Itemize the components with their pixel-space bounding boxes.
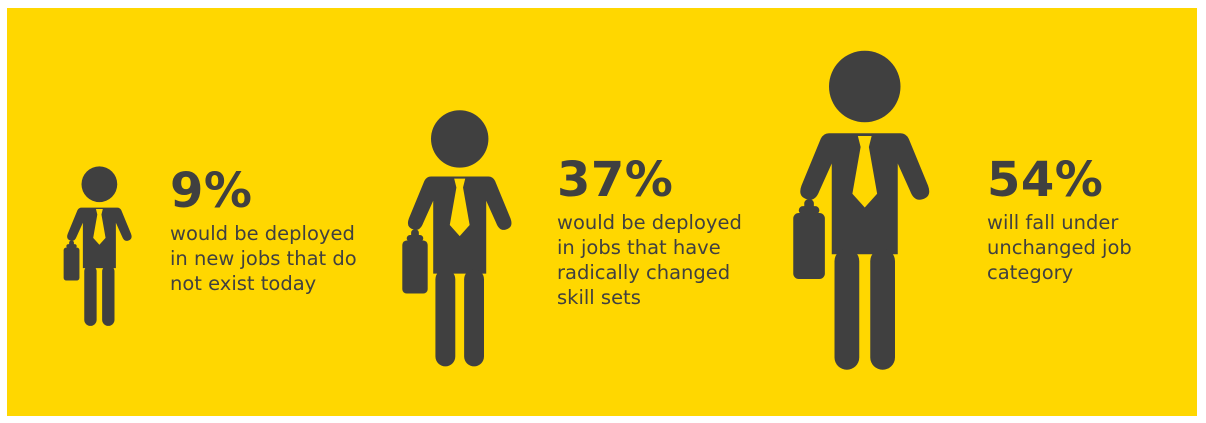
businessman-medium-icon bbox=[402, 110, 512, 367]
infographic-panel: 9% would be deployed in new jobs that do… bbox=[7, 8, 1197, 416]
stat-percent-3: 54% bbox=[987, 152, 1104, 208]
stat-block-2: 37% would be deployed in jobs that have … bbox=[557, 156, 742, 310]
stat-block-1: 9% would be deployed in new jobs that do… bbox=[170, 167, 357, 296]
businessman-small-icon bbox=[63, 166, 132, 326]
stat-description-2: would be deployed in jobs that have radi… bbox=[557, 211, 742, 309]
stat-description-3: will fall under unchanged job category bbox=[987, 211, 1132, 284]
stat-block-3: 54% will fall under unchanged job catego… bbox=[987, 156, 1132, 285]
stat-description-1: would be deployed in new jobs that do no… bbox=[170, 222, 357, 295]
stat-percent-2: 37% bbox=[557, 152, 674, 208]
businessman-large-icon bbox=[793, 50, 930, 370]
stat-percent-1: 9% bbox=[170, 163, 253, 219]
